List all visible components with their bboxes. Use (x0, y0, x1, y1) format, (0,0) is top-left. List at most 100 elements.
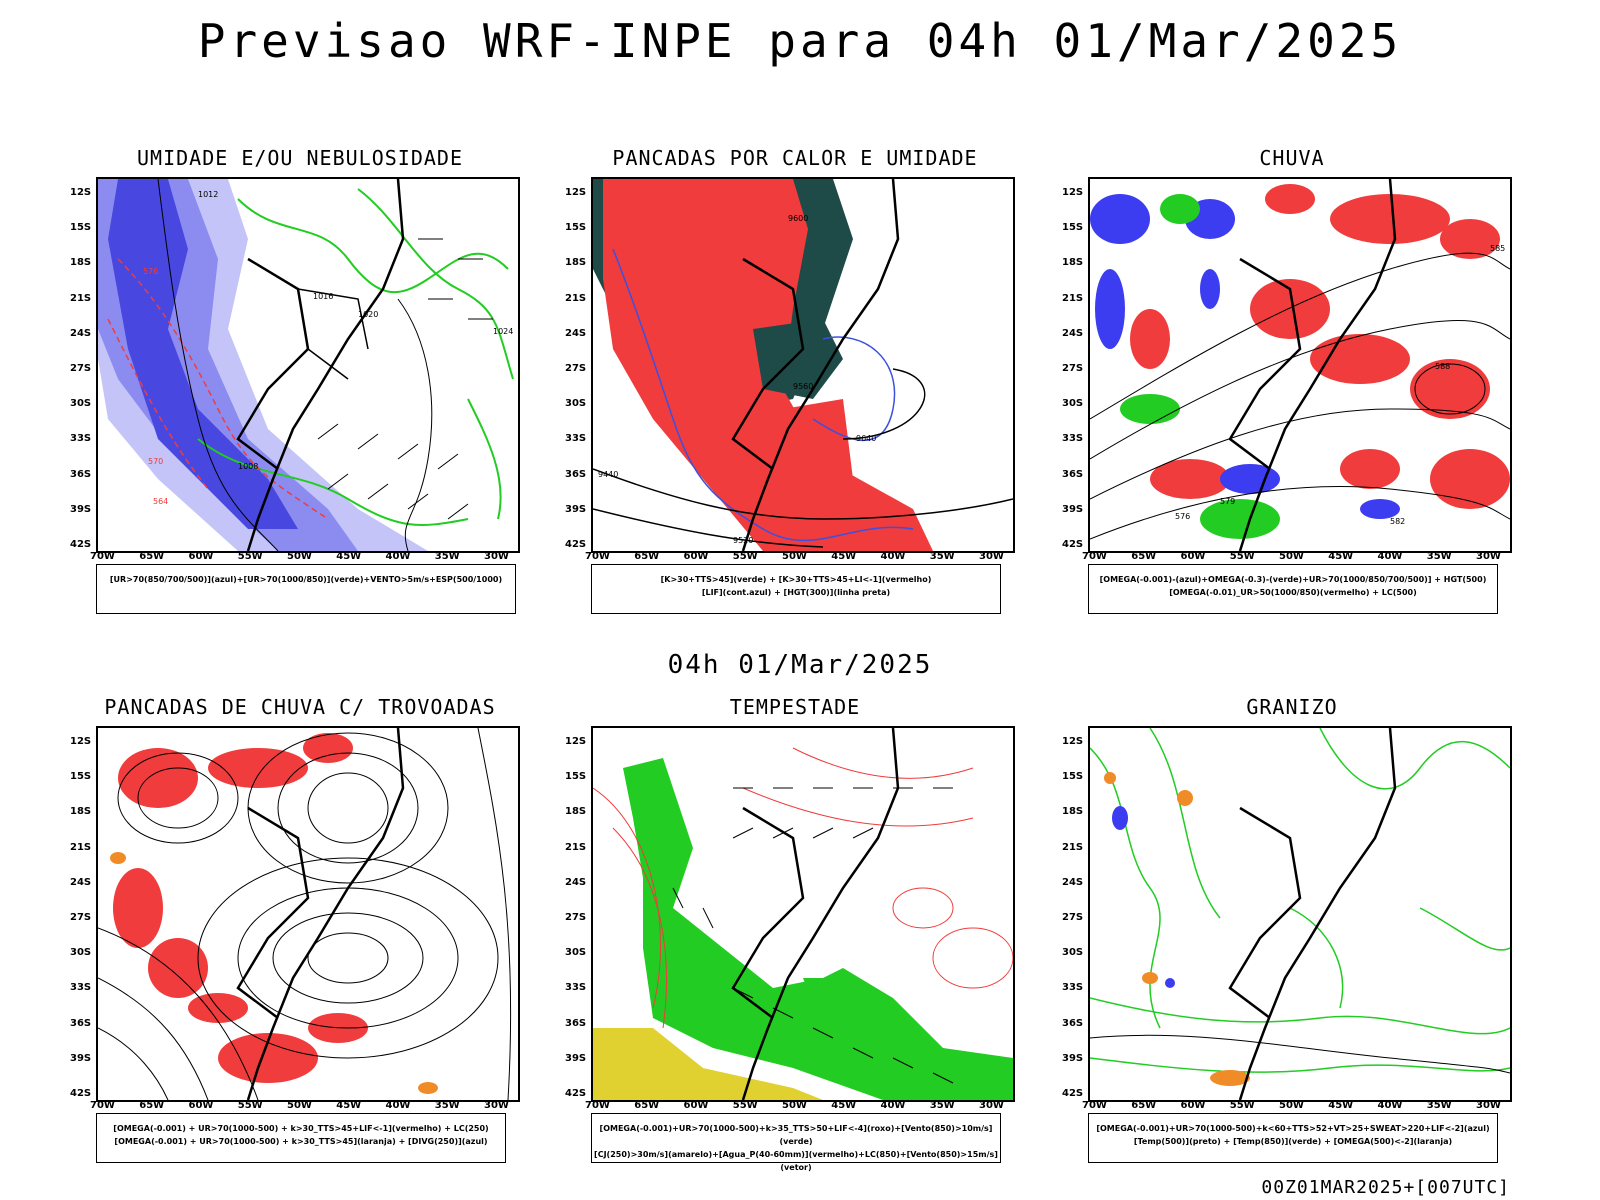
lon-tick-label: 30W (979, 1100, 1004, 1111)
contour-label: 570 (148, 457, 163, 466)
lon-tick-label: 65W (1131, 1100, 1157, 1111)
humidity-green-contour (197, 438, 469, 526)
lon-tick-label: 30W (1476, 1100, 1501, 1111)
hgt-black-contour (1090, 485, 1510, 540)
lon-tick-label: 60W (188, 551, 214, 562)
instability-teal-region (753, 319, 843, 399)
lon-tick-label: 55W (237, 1100, 263, 1111)
lon-tick-label: 55W (732, 1100, 758, 1111)
map-pancadas-calor[interactable]: 9600 9640 9520 9560 9440 (591, 177, 1015, 553)
lat-tick-label: 15S (565, 771, 587, 783)
lon-tick-label: 65W (634, 1100, 660, 1111)
lat-tick-label: 27S (1062, 363, 1084, 374)
lat-tick-label: 36S (565, 468, 587, 480)
jet-yellow-region (593, 1028, 823, 1100)
hail-blue-patches (1112, 806, 1175, 988)
coastline (1238, 179, 1397, 551)
panel-title: TEMPESTADE (729, 695, 861, 719)
lon-tick-label: 30W (979, 551, 1004, 562)
lat-tick-label: 30S (565, 398, 587, 410)
lat-tick-label: 36S (70, 468, 92, 480)
lat-tick-label: 27S (1062, 912, 1084, 923)
hgt-black-contour (1090, 408, 1510, 500)
map-layers (98, 728, 512, 1100)
lat-tick-label: 33S (1062, 433, 1084, 445)
lon-tick-label: 40W (385, 1100, 411, 1111)
state-border (297, 288, 369, 380)
lon-tick-label: 40W (1377, 551, 1403, 562)
lon-tick-label: 50W (1279, 551, 1304, 562)
hgt-black-contour (593, 508, 824, 548)
lon-tick-label: 35W (434, 1100, 460, 1111)
map-tempestade[interactable] (591, 726, 1015, 1102)
lat-tick-label: 33S (70, 982, 92, 994)
lat-tick-label: 33S (565, 982, 587, 994)
panel-tempestade: TEMPESTADE (565, 695, 1025, 1175)
lat-tick-label: 18S (565, 257, 587, 269)
lat-tick-label: 21S (70, 292, 92, 304)
lat-tick-label: 36S (1062, 1017, 1084, 1029)
lat-tick-label: 12S (1062, 187, 1084, 198)
map-chuva[interactable]: 585 588 582 579 576 (1088, 177, 1512, 553)
rain-blue-patches (1090, 194, 1400, 519)
legend-line: [OMEGA(-0.01)_UR>50(1000/850)(vermelho) … (1169, 588, 1417, 597)
streamlines (98, 728, 512, 1100)
lon-tick-label: 70W (90, 1100, 115, 1111)
humidity-green-contour (467, 398, 502, 520)
lat-tick-label: 27S (565, 363, 587, 374)
lat-tick-label: 18S (70, 806, 92, 818)
panel-granizo: GRANIZO [OMEGA(-0.001)+UR>70(1000-500)+k… (1062, 695, 1522, 1175)
lon-tick-label: 70W (90, 551, 115, 562)
lon-tick-label: 45W (831, 1100, 857, 1111)
country-border (731, 806, 805, 1019)
lat-tick-label: 42S (1062, 539, 1084, 550)
lat-tick-label: 27S (565, 912, 587, 923)
map-layers (593, 728, 1013, 1100)
lon-tick-label: 60W (1180, 551, 1206, 562)
contour-label: 585 (1490, 244, 1505, 253)
lat-tick-label: 39S (565, 503, 587, 515)
lat-tick-label: 39S (70, 503, 92, 515)
lon-tick-label: 55W (237, 551, 263, 562)
contour-label: 1008 (238, 462, 258, 471)
panel-title: UMIDADE E/OU NEBULOSIDADE (136, 146, 464, 170)
lon-tick-label: 40W (880, 1100, 906, 1111)
lat-tick-label: 15S (565, 222, 587, 234)
lon-tick-label: 55W (1229, 1100, 1255, 1111)
lat-tick-label: 12S (1062, 736, 1084, 747)
lon-tick-label: 45W (336, 1100, 362, 1111)
panel-title: CHUVA (1259, 146, 1325, 170)
lat-tick-label: 18S (565, 806, 587, 818)
legend-line: [OMEGA(-0.001) + UR>70(1000-500) + k>30_… (113, 1124, 489, 1133)
hgt-black-contour (593, 468, 1013, 520)
map-umidade[interactable]: 1012 1016 1020 1024 1008 576 570 564 (96, 177, 520, 553)
lon-tick-label: 50W (782, 551, 807, 562)
lon-tick-label: 70W (585, 1100, 610, 1111)
lon-tick-label: 65W (1131, 551, 1157, 562)
lat-tick-label: 33S (565, 433, 587, 445)
map-granizo[interactable] (1088, 726, 1512, 1102)
lat-tick-label: 42S (1062, 1088, 1084, 1099)
panel-trovoadas: PANCADAS DE CHUVA C/ TROVOADAS (70, 695, 530, 1175)
hgt-black-contour (1414, 363, 1486, 415)
lat-tick-label: 21S (70, 841, 92, 853)
contour-label: 582 (1390, 517, 1405, 526)
map-trovoadas[interactable] (96, 726, 520, 1102)
lat-tick-label: 15S (1062, 222, 1084, 234)
lat-tick-label: 42S (70, 1088, 92, 1099)
panel-umidade: UMIDADE E/OU NEBULOSIDADE (70, 146, 530, 626)
legend-line: [UR>70(850/700/500)](azul)+[UR>70(1000/8… (109, 575, 503, 584)
country-border (236, 806, 310, 1019)
legend-line: [OMEGA(-0.001) + UR>70(1000-500) + k>30_… (114, 1137, 488, 1146)
legend-box: [K>30+TTS>45](verde) + [K>30+TTS>45+LI<-… (591, 564, 1001, 614)
legend-box: [OMEGA(-0.001) + UR>70(1000-500) + k>30_… (96, 1113, 506, 1163)
lon-tick-label: 30W (484, 1100, 509, 1111)
contour-label: 1024 (493, 327, 513, 336)
lon-tick-label: 30W (484, 551, 509, 562)
contour-label: 576 (143, 267, 158, 276)
legend-box: [OMEGA(-0.001)-(azul)+OMEGA(-0.3)-(verde… (1088, 564, 1498, 614)
lat-tick-label: 42S (565, 1088, 587, 1099)
lon-tick-label: 70W (1082, 551, 1107, 562)
lon-tick-label: 30W (1476, 551, 1501, 562)
map-layers: 585 588 582 579 576 (1090, 179, 1510, 551)
